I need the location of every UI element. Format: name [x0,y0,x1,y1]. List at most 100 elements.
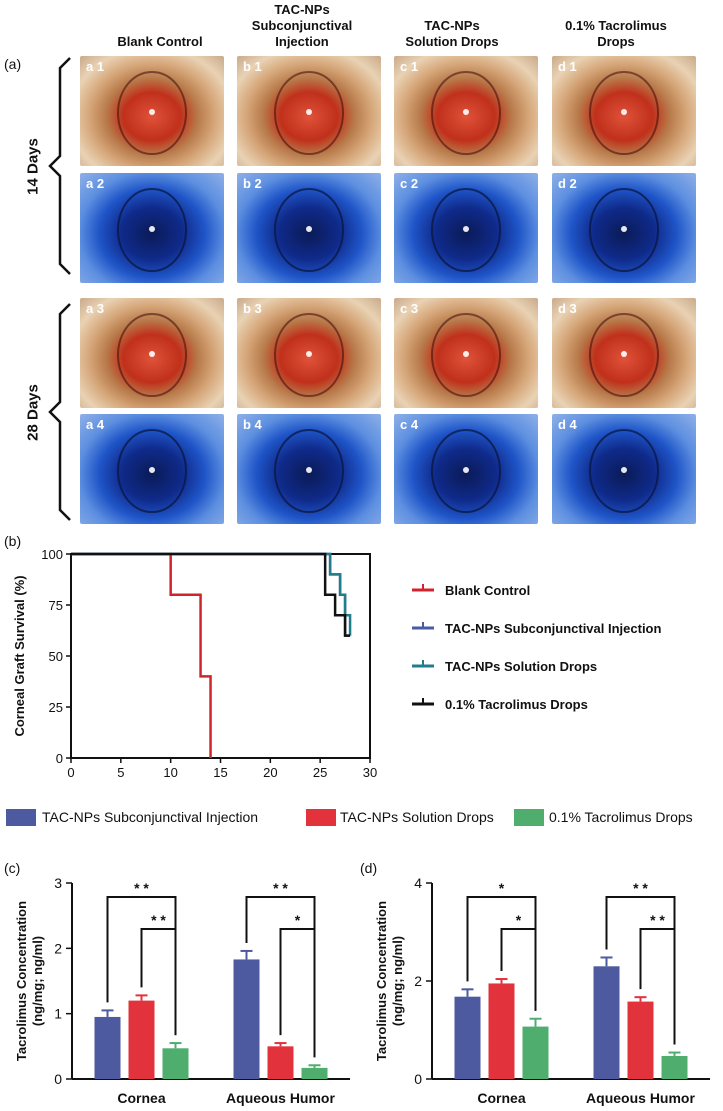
bracket-14-days [48,57,71,275]
eye-photo: a 3 [80,298,224,408]
significance-stars: * [516,912,522,928]
y-tick-label: 1 [54,1006,62,1022]
bar [267,1046,294,1079]
survival-line [71,552,352,636]
legend-label-tacro: 0.1% Tacrolimus Drops [549,809,693,825]
light-reflex [149,108,156,115]
category-label: Aqueous Humor [586,1090,695,1106]
y-tick-label: 0 [54,1071,62,1087]
bar [593,966,620,1079]
bar [627,1001,654,1079]
y-axis-title: Tacrolimus Concentration(ng/mg; ng/ml) [14,901,45,1061]
light-reflex [149,466,156,473]
significance-stars: * * [633,880,648,896]
photo-tag: a 3 [86,301,105,316]
bar [301,1067,328,1079]
significance-bracket [639,928,676,1045]
light-reflex [463,466,470,473]
y-tick-label: 3 [54,875,62,891]
photo-tag: d 4 [558,417,577,432]
bar-chart-d: 0 2 4 Tacrolimus Concentration(ng/mg; ng/ml… [374,875,710,1106]
graft-ring [117,71,187,155]
bar [233,959,260,1079]
photo-tag: d 2 [558,176,577,191]
legend-label: TAC-NPs Solution Drops [445,659,597,674]
eye-photo: d 1 [552,56,696,166]
light-reflex [149,225,156,232]
significance-stars: * [295,912,301,928]
y-tick-label: 25 [49,700,63,715]
eye-photo: b 1 [237,56,381,166]
bar [162,1048,189,1079]
graft-ring [117,313,187,397]
x-tick-label: 25 [313,765,327,780]
category-label: Cornea [117,1090,165,1106]
legend-label: TAC-NPs Subconjunctival Injection [445,621,662,636]
eye-photo: d 3 [552,298,696,408]
graft-ring [589,429,659,513]
bar [128,1000,155,1079]
column-header-subconjunctival: TAC-NPs Subconjunctival Injection [251,2,353,49]
eye-photo: a 1 [80,56,224,166]
light-reflex [463,225,470,232]
survival-chart: 0 5 10 15 20 25 30 0 25 50 75 100 Days After Penetra… [12,547,662,788]
graft-ring [589,188,659,272]
y-tick-label: 50 [49,649,63,664]
photo-tag: b 1 [243,59,262,74]
eye-photo: c 4 [394,414,538,524]
bar [454,996,481,1079]
photo-tag: b 2 [243,176,262,191]
light-reflex [463,350,470,357]
eye-photo: c 1 [394,56,538,166]
light-reflex [621,225,628,232]
y-tick-label: 2 [54,940,62,956]
column-header-tacrolimus-drops: 0.1% Tacrolimus Drops [565,18,667,49]
bar [522,1026,549,1079]
x-tick-label: 15 [213,765,227,780]
y-axis-title: Corneal Graft Survival (%) [12,575,27,736]
significance-stars: * * [134,880,149,896]
x-tick-label: 10 [163,765,177,780]
row-label-28-days: 28 Days [24,384,42,441]
photo-tag: d 3 [558,301,577,316]
graft-ring [431,188,501,272]
eye-photo: d 2 [552,173,696,283]
light-reflex [306,466,313,473]
legend-label-solution: TAC-NPs Solution Drops [340,809,494,825]
graft-ring [431,71,501,155]
bar [488,983,515,1079]
graft-ring [431,429,501,513]
eye-photo: c 2 [394,173,538,283]
significance-stars: * * [273,880,288,896]
legend-label: 0.1% Tacrolimus Drops [445,697,588,712]
panel-d-label: (d) [360,860,378,876]
y-tick-label: 100 [41,547,63,562]
eye-photo: b 2 [237,173,381,283]
photo-tag: b 3 [243,301,262,316]
column-header-blank-control: Blank Control [117,34,203,49]
row-label-14-days: 14 Days [24,138,42,195]
row-brackets [48,57,71,521]
light-reflex [306,108,313,115]
legend-swatch-solution [306,809,336,826]
light-reflex [621,466,628,473]
column-header-solution-drops: TAC-NPs Solution Drops [405,18,499,49]
bracket-28-days [48,303,71,521]
significance-bracket [140,928,177,1036]
y-axis-title: Tacrolimus Concentration(ng/mg; ng/ml) [374,901,405,1061]
photo-tag: a 4 [86,417,105,432]
graft-ring [431,313,501,397]
significance-bracket [500,928,537,1011]
y-axis-title-line1: Tacrolimus Concentration [14,901,29,1061]
y-tick-label: 4 [414,875,422,891]
light-reflex [621,108,628,115]
eye-photo: c 3 [394,298,538,408]
y-tick-label: 75 [49,598,63,613]
graft-ring [274,188,344,272]
eye-photo: b 3 [237,298,381,408]
legend-swatch-subconj [6,809,36,826]
x-tick-label: 5 [117,765,124,780]
y-axis-title-line2: (ng/mg; ng/ml) [30,936,45,1026]
y-axis-title-line2: (ng/mg; ng/ml) [390,936,405,1026]
eye-photo: a 2 [80,173,224,283]
